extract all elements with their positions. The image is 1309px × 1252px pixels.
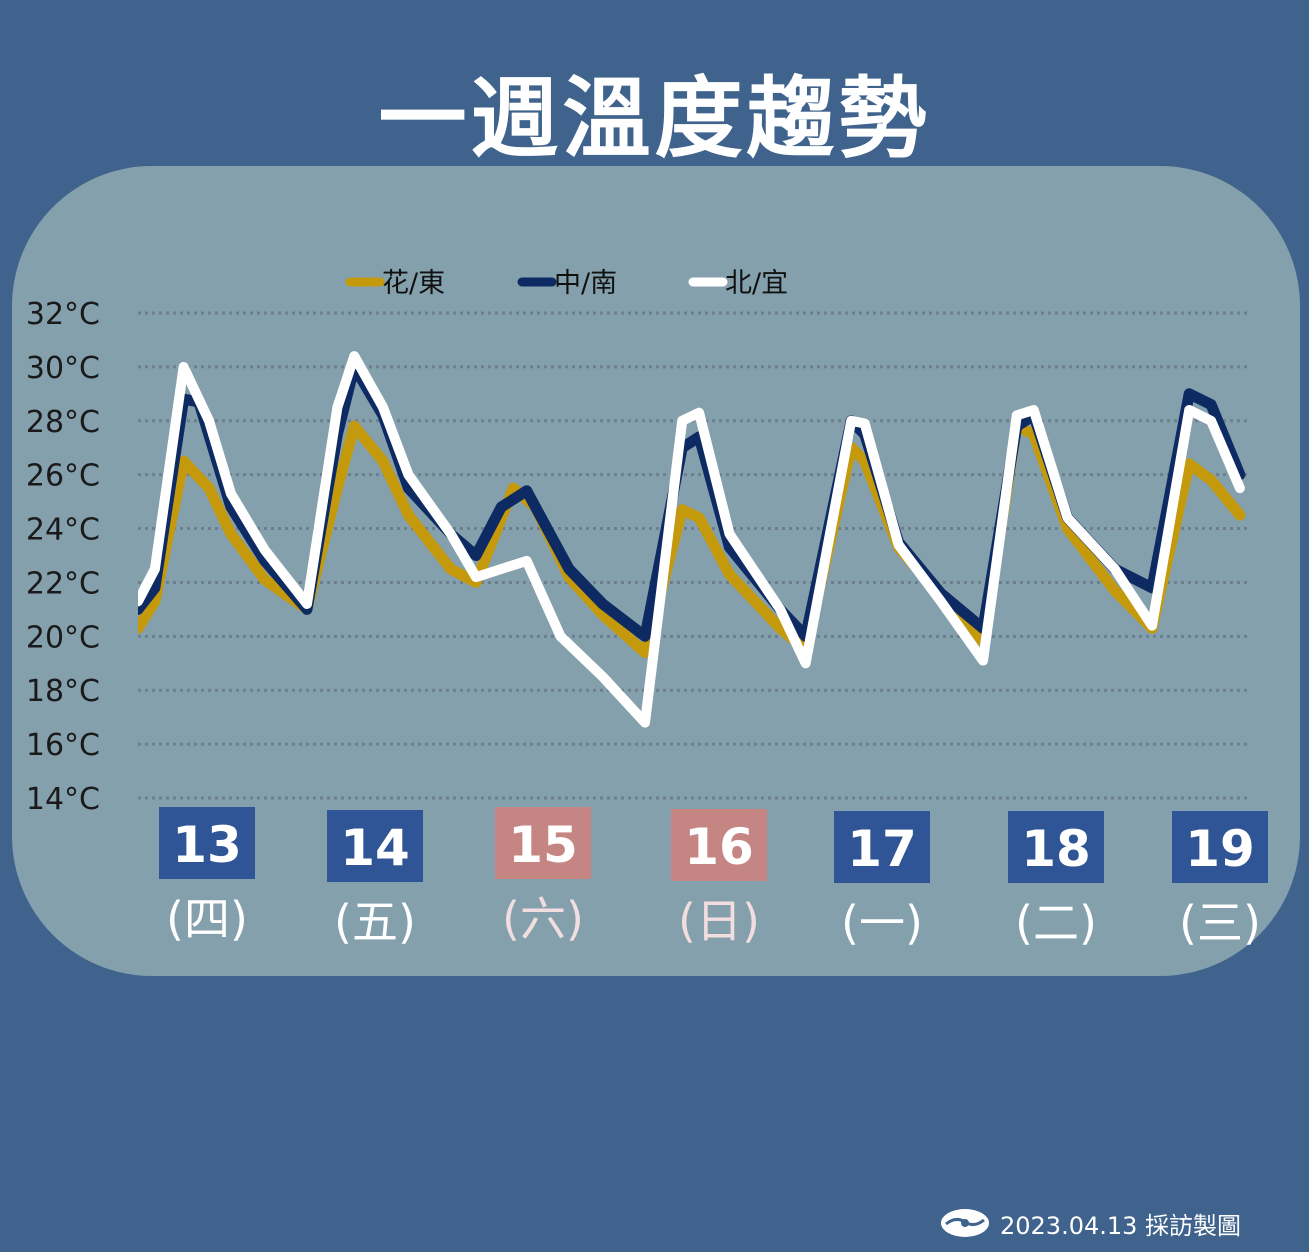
date-label: 16 (684, 818, 754, 876)
y-tick-label: 26°C (26, 459, 100, 494)
weekday-label: (日) (678, 894, 760, 948)
y-tick-label: 32°C (26, 297, 100, 332)
date-box (671, 809, 767, 881)
footer-credit: 2023.04.13 採訪製圖 (1000, 1211, 1242, 1240)
legend-label: 花/東 (382, 268, 445, 299)
y-tick-label: 20°C (26, 620, 100, 655)
legend-label: 北/宜 (725, 268, 788, 299)
date-label: 17 (847, 820, 917, 878)
weekday-label: (五) (334, 895, 416, 949)
date-box (1008, 811, 1104, 883)
cwb-logo-icon (941, 1209, 989, 1237)
y-tick-label: 22°C (26, 566, 100, 601)
legend-label: 中/南 (554, 268, 617, 299)
series-line (138, 420, 1246, 658)
y-tick-label: 30°C (26, 351, 100, 386)
date-label: 19 (1185, 820, 1255, 878)
weekday-label: (三) (1179, 896, 1261, 950)
date-box (1172, 811, 1268, 883)
date-box (495, 807, 591, 879)
date-box (159, 807, 255, 879)
date-label: 14 (340, 819, 410, 877)
y-tick-label: 14°C (26, 782, 100, 817)
y-tick-label: 28°C (26, 405, 100, 440)
date-label: 13 (172, 816, 242, 874)
y-tick-label: 24°C (26, 513, 100, 548)
y-tick-label: 16°C (26, 728, 100, 763)
series-line (138, 351, 1245, 728)
weekday-label: (二) (1015, 896, 1097, 950)
date-box (834, 811, 930, 883)
date-label: 15 (508, 816, 578, 874)
weekday-label: (一) (841, 896, 923, 950)
date-label: 18 (1021, 820, 1091, 878)
date-box (327, 810, 423, 882)
weekday-label: (四) (166, 892, 248, 946)
weekday-label: (六) (502, 892, 584, 946)
footer: 2023.04.13 採訪製圖 (940, 1205, 1241, 1241)
page-title: 一週溫度趨勢 (378, 67, 931, 170)
y-tick-label: 18°C (26, 674, 100, 709)
